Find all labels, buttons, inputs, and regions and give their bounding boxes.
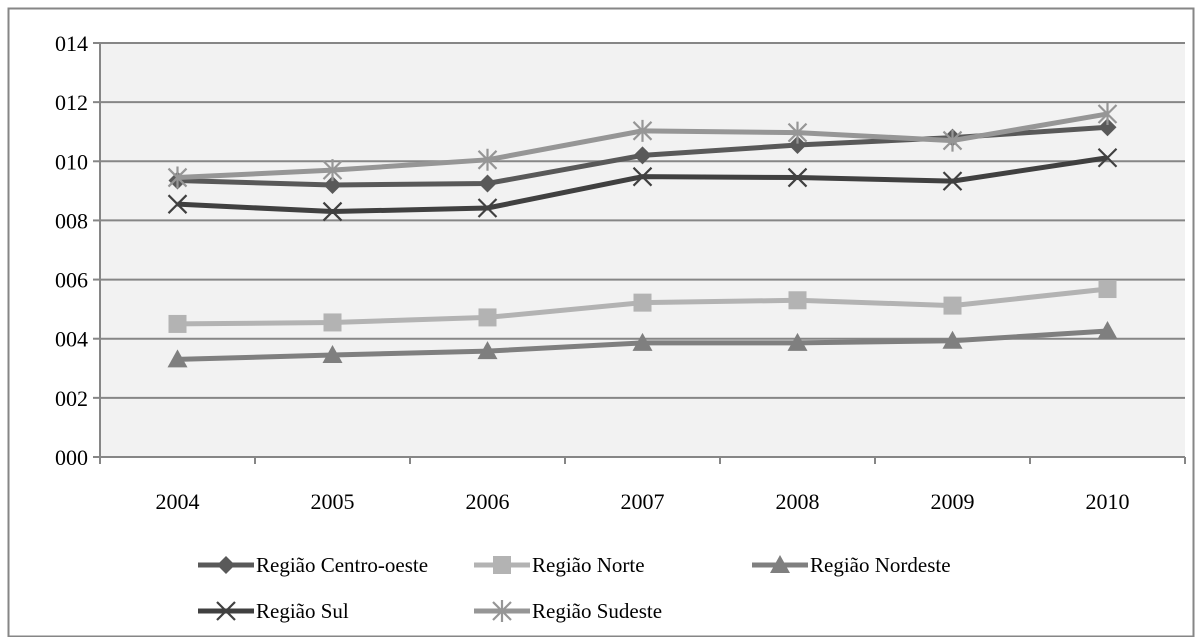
data-point (632, 119, 653, 142)
series-layer (167, 102, 1118, 368)
data-point (1097, 102, 1118, 125)
y-tick-label: 012 (55, 90, 88, 115)
series-4 (167, 147, 1118, 222)
legend: Região Centro-oeste Região Norte Região No… (198, 553, 951, 623)
data-point (167, 349, 188, 368)
data-point (168, 314, 187, 333)
legend-marker (770, 555, 790, 573)
y-tick-label: 006 (55, 268, 88, 293)
data-point (633, 293, 652, 312)
data-point (167, 194, 188, 214)
plot-area (100, 43, 1185, 457)
legend-item: Região Sudeste (474, 599, 662, 623)
legend-marker (216, 601, 236, 621)
data-point (788, 291, 807, 310)
y-tick-label: 008 (55, 208, 88, 233)
x-tick-label: 2009 (931, 489, 975, 514)
legend-item: Região Sul (198, 599, 349, 623)
data-point (322, 344, 343, 363)
x-tick-label: 2008 (776, 489, 820, 514)
legend-item: Região Centro-oeste (198, 553, 428, 577)
data-point (787, 332, 808, 351)
y-tick-label: 004 (55, 327, 88, 352)
data-point (942, 171, 963, 191)
x-tick-label: 2004 (156, 489, 200, 514)
data-point (477, 198, 498, 218)
data-point (322, 159, 343, 182)
legend-marker (217, 556, 235, 574)
series-5 (167, 102, 1118, 189)
data-point (787, 121, 808, 144)
data-point (477, 341, 498, 360)
legend-label: Região Centro-oeste (256, 553, 428, 577)
data-point (478, 174, 497, 193)
data-point (943, 296, 962, 315)
series-3 (167, 321, 1118, 368)
x-tick-label: 2005 (311, 489, 355, 514)
data-point (942, 330, 963, 349)
data-point (1098, 280, 1117, 299)
data-point (477, 148, 498, 171)
legend-label: Região Norte (532, 553, 645, 577)
legend-marker (492, 600, 512, 622)
legend-label: Região Sudeste (532, 599, 662, 623)
data-point (942, 129, 963, 152)
y-tick-label: 010 (55, 149, 88, 174)
x-tick-label: 2007 (621, 489, 665, 514)
data-point (633, 146, 652, 165)
data-point (1097, 147, 1118, 168)
data-point (787, 167, 808, 188)
legend-item: Região Norte (474, 553, 645, 577)
legend-label: Região Nordeste (810, 553, 951, 577)
data-point (632, 332, 653, 351)
axes: 000 002 004 006 008 010 012 014 2004 2005 2006 2007… (55, 31, 1186, 514)
data-point (1098, 118, 1117, 137)
data-point (1097, 321, 1118, 340)
data-point (323, 313, 342, 332)
data-point (323, 175, 342, 194)
y-tick-label: 000 (55, 445, 88, 470)
data-point (322, 201, 343, 222)
data-point (788, 136, 807, 155)
y-tick-label: 002 (55, 386, 88, 411)
data-point (167, 166, 188, 189)
legend-item: Região Nordeste (752, 553, 951, 577)
x-tick-label: 2010 (1086, 489, 1130, 514)
series-2 (168, 280, 1117, 333)
data-point (632, 166, 653, 187)
y-tick-label: 014 (55, 31, 88, 56)
x-tick-label: 2006 (466, 489, 510, 514)
data-point (478, 308, 497, 327)
legend-label: Região Sul (256, 599, 349, 623)
legend-marker (493, 556, 511, 574)
